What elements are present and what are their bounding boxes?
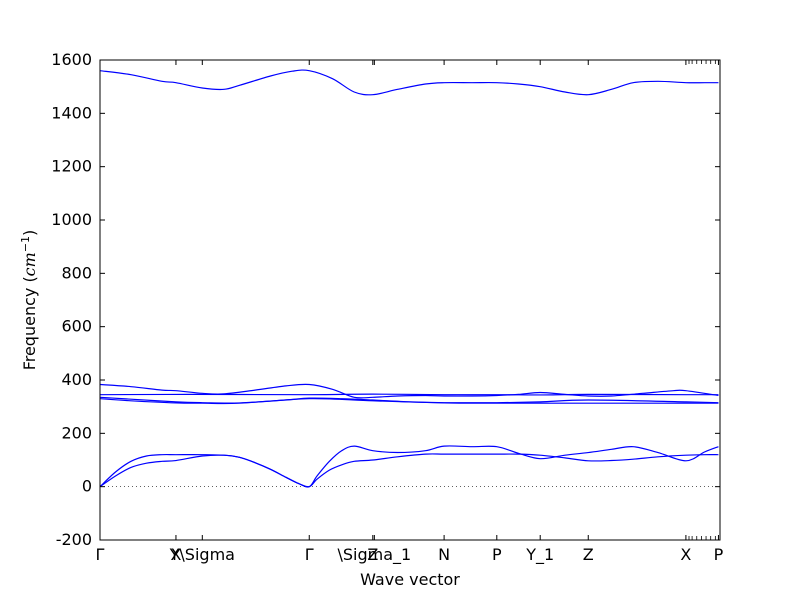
x-tick-label-10: X (680, 545, 691, 564)
x-tick-label-3: Γ (305, 545, 314, 564)
y-tick-label-7: 1200 (51, 157, 92, 176)
y-axis-label-exponent: −1 (19, 236, 32, 252)
y-tick-label-4: 600 (61, 317, 92, 336)
y-axis-label-suffix: ) (20, 230, 39, 236)
y-tick-label-8: 1400 (51, 103, 92, 122)
band-series-2 (100, 383, 719, 399)
band-series-7 (100, 453, 719, 488)
x-tick-label-9: Z (583, 545, 594, 564)
y-axis-ticks: -200 0 200 400 600 800 1000 1200 1400 1600 (51, 50, 720, 549)
high-symmetry-tick-marks (99, 60, 719, 540)
y-tick-label-3: 400 (61, 370, 92, 389)
y-tick-label-2: 200 (61, 423, 92, 442)
y-tick-label-0: -200 (56, 530, 92, 549)
y-axis-label: Frequency (cm−1) (19, 230, 39, 371)
x-tick-label-1: X (170, 545, 181, 564)
y-tick-label-6: 1000 (51, 210, 92, 229)
x-tick-label-6: N (438, 545, 450, 564)
x-tick-label-11: P (714, 545, 724, 564)
band-lines (100, 69, 719, 488)
band-series-1 (100, 69, 719, 96)
x-axis-ticks: Γ XY\Sigma Γ Z\Sigma_1 N P Y_1 Z X P (96, 545, 724, 565)
x-tick-label-2: Y\Sigma (169, 545, 235, 564)
band-series-4 (100, 396, 719, 404)
x-tick-label-0: Γ (96, 545, 105, 564)
y-tick-label-9: 1600 (51, 50, 92, 69)
x-tick-label-5: \Sigma_1 (337, 545, 411, 565)
y-axis-label-prefix: Frequency ( (20, 276, 39, 370)
x-tick-label-4: Z (367, 545, 378, 564)
y-tick-label-5: 800 (61, 263, 92, 282)
y-axis-label-unit: cm (20, 252, 39, 276)
band-series-6 (100, 445, 719, 488)
plot-frame (99, 59, 721, 541)
y-tick-label-1: 0 (82, 477, 92, 496)
band-series-3 (100, 393, 719, 396)
x-tick-label-7: P (492, 545, 502, 564)
x-axis-label: Wave vector (360, 570, 460, 589)
x-tick-label-8: Y_1 (525, 545, 554, 565)
band-series-5 (100, 398, 719, 405)
